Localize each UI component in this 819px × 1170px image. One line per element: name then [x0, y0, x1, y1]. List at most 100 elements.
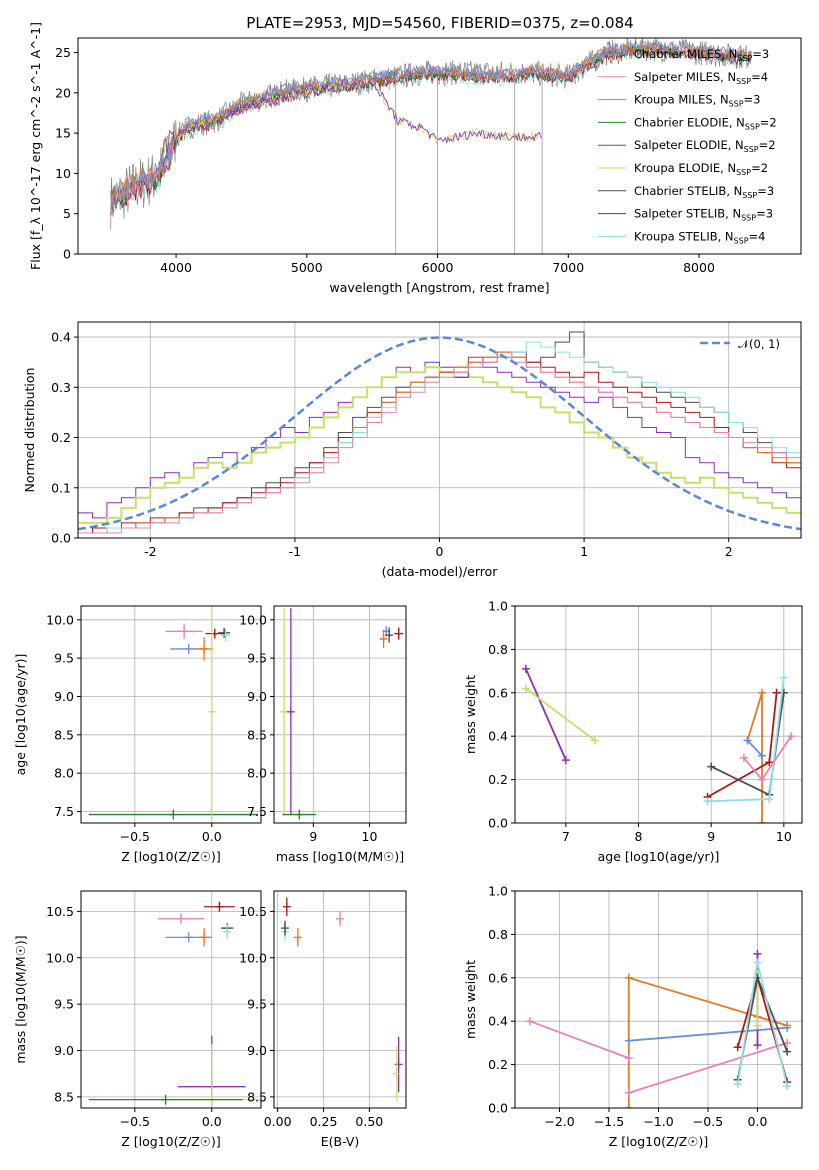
weight_vs_Z-series-2: [529, 1020, 630, 1059]
weight_vs_Z-marker: [753, 949, 762, 958]
age_vs_Z-point-4: [217, 627, 231, 638]
weight_vs_Z-ytick-label: 1.0: [488, 884, 508, 899]
spectrum-xtick-label: 8000: [683, 260, 715, 275]
age_vs_mass-ytick-label: 8.0: [247, 766, 267, 781]
weight_vs_age-marker: [739, 753, 748, 762]
legend-label-salp_stelib: Salpeter STELIB, NSSP=3: [634, 207, 773, 223]
legend-label-krou_elodie: Kroupa ELODIE, NSSP=2: [634, 161, 768, 177]
weight_vs_Z-ytick-label: 0.4: [488, 1014, 508, 1029]
weight_vs_age-marker: [758, 688, 767, 697]
weight_vs_age-marker: [758, 819, 767, 823]
age_vs_mass-point-1: [286, 608, 295, 816]
weight_vs_age-marker: [521, 664, 530, 673]
weight_vs_Z-marker: [624, 973, 633, 982]
mass_vs_EBV-point-2: [281, 920, 289, 936]
weight_vs_Z-ylabel: mass weight: [463, 960, 478, 1039]
mass_vs_Z-plot-area: [88, 901, 261, 1108]
weight_vs_Z-marker: [753, 1021, 762, 1030]
weight_vs_age-ylabel: mass weight: [463, 675, 478, 754]
weight_vs_age-marker: [758, 751, 767, 760]
spectrum-frame: [77, 37, 802, 255]
spectrum-ytick-label: 25: [55, 45, 71, 60]
age_vs_Z-frame: [80, 605, 262, 824]
age_vs_Z-ylabel: age [log10(age/yr)]: [13, 654, 28, 776]
spectrum-legend: Chabrier MILES, NSSP=3 Salpeter MILES, NS…: [598, 47, 777, 245]
weight_vs_Z-ytick-label: 0.6: [488, 970, 508, 985]
weight_vs_Z-panel: −2.0 −1.5 −1.0 −0.5 0.0 0.0 0.2 0.4 0.6 0.8 1.0 Z […: [463, 884, 803, 1149]
age_vs_mass-xlabel: mass [log10(M/M☉)]: [276, 849, 404, 864]
age_vs_mass-ytick-label: 8.5: [247, 727, 267, 742]
mass_vs_EBV-plot-area: [281, 897, 403, 1102]
spectrum-xtick-label: 4000: [160, 260, 192, 275]
spectrum-panel: 4000 5000 6000 7000 8000 0 5 10 15 20 25 wavelength…: [28, 22, 802, 295]
age_vs_Z-xtick-label: 0.0: [202, 829, 222, 844]
weight_vs_age-xtick-label: 7: [562, 829, 570, 844]
age_vs_Z-point-5: [221, 629, 231, 642]
age_vs_Z-ytick-label: 8.0: [54, 766, 74, 781]
age_vs_mass-point-5: [385, 627, 394, 643]
weight_vs_age-xtick-label: 8: [635, 829, 643, 844]
age_vs_Z-ytick-label: 8.5: [54, 727, 74, 742]
hist-salp_miles: [78, 356, 801, 534]
weight_vs_age-xtick-label: 9: [707, 829, 715, 844]
spectrum-ytick-label: 5: [63, 206, 71, 221]
age_vs_mass-ytick-label: 9.5: [247, 651, 267, 666]
spectrum-ytick-label: 15: [55, 126, 71, 141]
weight_vs_age-ytick-label: 0.8: [488, 642, 508, 657]
weight_vs_age-ytick-label: 0.2: [488, 772, 508, 787]
spectrum-ylabel: Flux [f_λ 10^-17 erg cm^-2 s^-1 A^-1]: [28, 22, 43, 270]
mass_vs_EBV-ytick-label: 8.5: [247, 1089, 267, 1104]
weight_vs_age-marker: [787, 732, 796, 741]
mass_vs_Z-ytick-label: 9.5: [54, 997, 74, 1012]
age_vs_Z-ytick-label: 10.0: [46, 612, 74, 627]
weight_vs_Z-ytick-label: 0.8: [488, 927, 508, 942]
weight_vs_age-plot-area: [521, 664, 796, 823]
legend-label-salp_elodie: Salpeter ELODIE, NSSP=2: [634, 138, 776, 154]
weight_vs_Z-marker: [783, 1023, 792, 1032]
legend-label-krou_stelib: Kroupa STELIB, NSSP=4: [634, 229, 765, 245]
legend-label-chab_elodie: Chabrier ELODIE, NSSP=2: [634, 115, 777, 131]
residuals-plot-area: [78, 331, 801, 534]
mass_vs_Z-ytick-label: 8.5: [54, 1089, 74, 1104]
weight_vs_age-marker: [521, 684, 530, 693]
weight_vs_age-xlabel: age [log10(age/yr)]: [598, 849, 720, 864]
mass_vs_Z-ytick-label: 9.0: [54, 1043, 74, 1058]
residuals-ytick-label: 0.3: [51, 380, 71, 395]
weight_vs_Z-ytick-label: 0.2: [488, 1057, 508, 1072]
weight_vs_age-series-1: [525, 687, 596, 742]
residuals-ytick-label: 0.2: [51, 430, 71, 445]
weight_vs_Z-marker: [753, 1041, 762, 1050]
residuals-xtick-label: 2: [725, 544, 733, 559]
spectrum-xtick-label: 6000: [422, 260, 454, 275]
residuals-xtick-label: -1: [289, 544, 301, 559]
spectrum-ytick-label: 0: [63, 247, 71, 262]
mass_vs_EBV-ytick-label: 10.0: [239, 950, 267, 965]
weight_vs_Z-marker: [624, 1088, 633, 1097]
age_vs_Z-xtick-label: −0.5: [120, 829, 150, 844]
spectrum-xlabel: wavelength [Angstrom, rest frame]: [329, 280, 549, 295]
legend-label-chab_stelib: Chabrier STELIB, NSSP=3: [634, 184, 774, 200]
figure-title: PLATE=2953, MJD=54560, FIBERID=0375, z=0…: [246, 14, 633, 32]
spectrum-model-chab_stelib: [110, 45, 752, 213]
age_vs_mass-plot-area: [280, 608, 404, 820]
mass_vs_EBV-xtick-label: 0.50: [355, 1114, 383, 1129]
spectrum-ytick-label: 20: [55, 85, 71, 100]
mass_vs_Z-point-0: [157, 913, 205, 924]
mass_vs_Z-xlabel: Z [log10(Z/Z☉)]: [121, 1134, 221, 1149]
weight_vs_age-panel: 7 8 9 10 0.0 0.2 0.4 0.6 0.8 1.0 age [log10(age/yr…: [463, 599, 803, 864]
weight_vs_age-marker: [758, 775, 767, 784]
residuals-ytick-label: 0.1: [51, 480, 71, 495]
weight_vs_Z-marker: [783, 1082, 792, 1091]
mass_vs_EBV-ytick-label: 9.5: [247, 997, 267, 1012]
weight_vs_age-marker: [743, 736, 752, 745]
residuals-xtick-label: 0: [436, 544, 444, 559]
mass_vs_Z-point-8: [88, 1094, 243, 1105]
mass_vs_Z-panel: −0.5 0.0 8.5 9.0 9.5 10.0 10.5 Z [log10(Z/Z☉)] m…: [13, 890, 262, 1149]
residuals-ytick-label: 0.4: [51, 330, 71, 345]
weight_vs_Z-ytick-label: 0.0: [488, 1101, 508, 1116]
age_vs_Z-ytick-label: 9.5: [54, 651, 74, 666]
mass_vs_EBV-xlabel: E(B-V): [321, 1134, 360, 1149]
age_vs_mass-point-0: [280, 608, 289, 816]
weight_vs_Z-xtick-label: −1.0: [643, 1114, 673, 1129]
mass_vs_Z-frame: [80, 890, 262, 1109]
